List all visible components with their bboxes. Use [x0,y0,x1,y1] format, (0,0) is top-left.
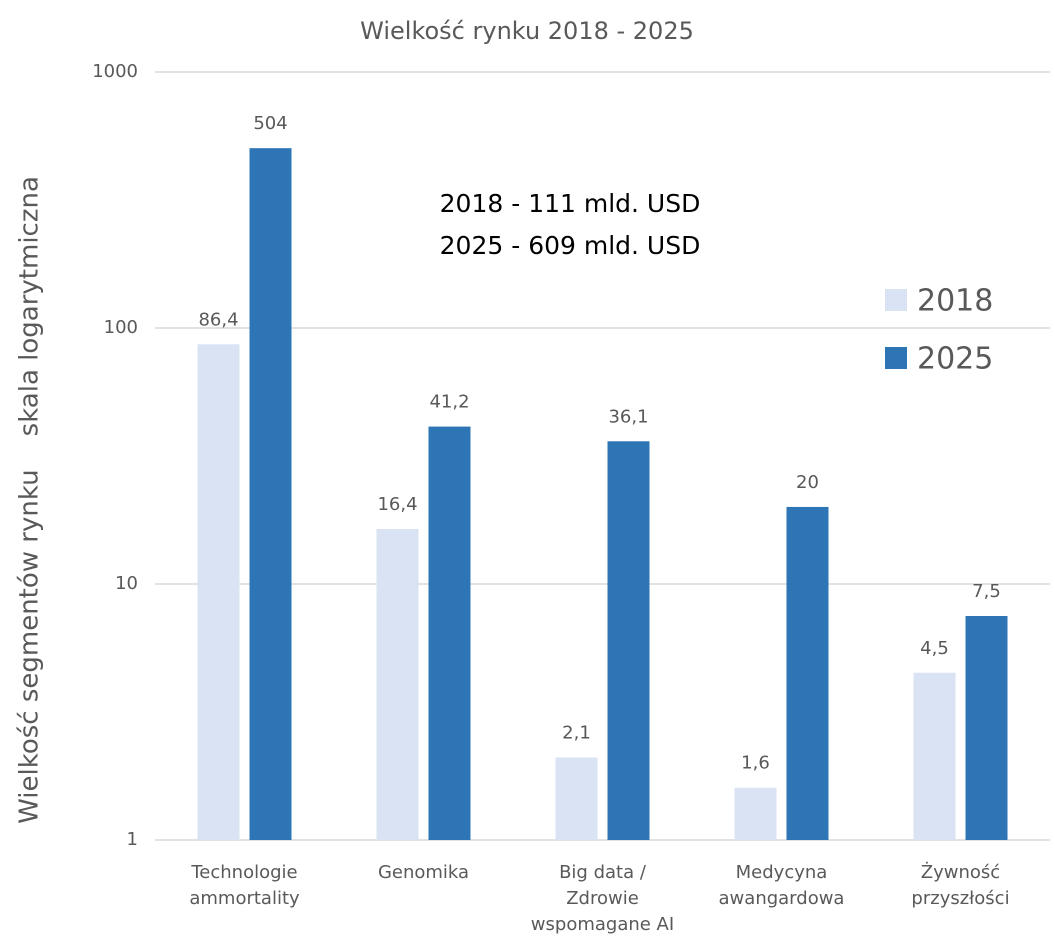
legend-swatch [885,289,907,311]
data-label: 41,2 [429,392,469,413]
y-axis-label: Wielkość segmentów rynku skala logarytmi… [15,176,45,824]
data-label: 36,1 [608,406,648,427]
data-label: 7,5 [972,581,1001,602]
annotation: 2018 - 111 mld. USD [440,189,701,218]
bar [555,757,598,840]
bar [376,529,419,840]
y-tick-label: 100 [104,317,138,338]
data-label: 86,4 [198,309,238,330]
legend-label: 2018 [917,284,993,319]
annotation: 2025 - 609 mld. USD [440,231,701,260]
y-tick-label: 1 [127,829,138,850]
data-label: 16,4 [377,494,417,515]
bar [249,148,292,840]
x-tick-label: Genomika [377,862,470,883]
legend-label: 2025 [917,342,993,377]
bar [786,506,829,840]
data-label: 1,6 [741,753,770,774]
data-label: 20 [796,472,819,493]
bar [428,426,471,840]
data-label: 4,5 [920,638,949,659]
chart-title: Wielkość rynku 2018 - 2025 [360,17,694,45]
data-label: 2,1 [562,723,591,744]
y-tick-label: 1000 [92,61,138,82]
legend-swatch [885,347,907,369]
x-tick-label: Technologie ammortality [189,862,300,909]
x-tick-label: Żywność przyszłości [911,862,1010,909]
bar [607,441,650,840]
x-tick-label: Medycyna awangardowa [718,862,845,909]
y-tick-label: 10 [115,573,138,594]
x-tick-label: Big data / Zdrowie wspomagane AI [530,862,675,935]
bar [913,672,956,840]
bar [965,615,1008,840]
data-label: 504 [253,113,287,134]
bar [197,344,240,840]
bar [734,787,777,840]
